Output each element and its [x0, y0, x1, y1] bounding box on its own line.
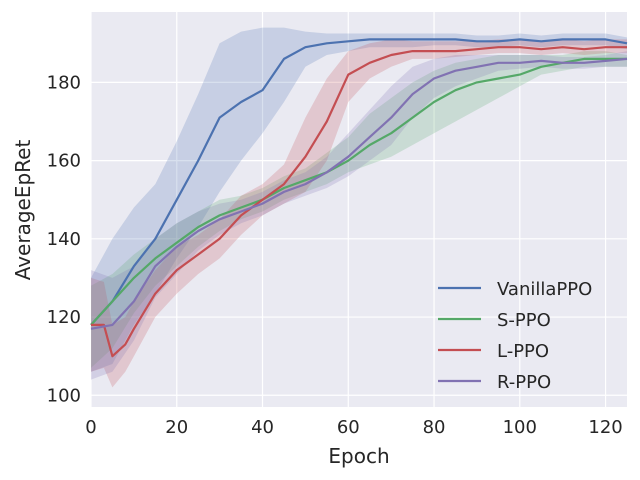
vanillappo-line [90, 38, 628, 326]
grid-lines [90, 12, 627, 407]
s-ppo-line [90, 57, 627, 326]
x-tick-labels: 0 20 40 60 80 100 120 [85, 417, 622, 438]
r-ppo-band [91, 51, 627, 380]
legend-label-vanillappo: VanillaPPO [497, 279, 592, 300]
x-tick-label: 20 [165, 417, 188, 438]
legend-label-r-ppo: R-PPO [497, 372, 551, 393]
y-tick-label: 140 [47, 229, 81, 250]
x-tick-label: 100 [503, 417, 537, 438]
x-tick-label: 80 [423, 417, 446, 438]
y-tick-labels: 100 120 140 160 180 [47, 72, 81, 406]
legend-label-l-ppo: L-PPO [497, 341, 549, 362]
legend-label-s-ppo: S-PPO [497, 310, 551, 331]
y-tick-label: 160 [47, 151, 81, 172]
x-tick-label: 60 [337, 417, 360, 438]
r-ppo-line [90, 57, 628, 330]
plot-area-background [91, 12, 627, 407]
x-tick-label: 0 [85, 417, 96, 438]
y-tick-label: 120 [47, 307, 81, 328]
y-tick-label: 180 [47, 72, 81, 93]
x-tick-label: 40 [251, 417, 274, 438]
y-tick-label: 100 [47, 385, 81, 406]
legend: VanillaPPO S-PPO L-PPO R-PPO [438, 279, 592, 393]
x-tick-label: 120 [588, 417, 622, 438]
series-lines [90, 38, 628, 358]
x-axis-label: Epoch [328, 444, 389, 468]
l-ppo-line [91, 46, 627, 358]
y-axis-label: AverageEpRet [11, 140, 35, 281]
